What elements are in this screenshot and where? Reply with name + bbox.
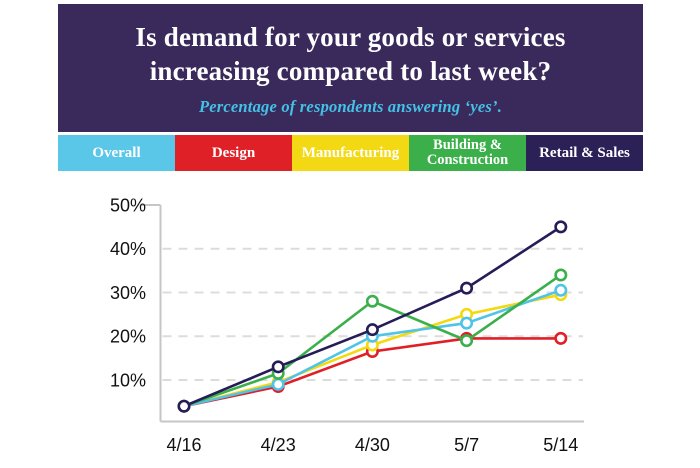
data-point-retail-sales-5-14 [554, 220, 568, 234]
y-tick-label-50: 50% [110, 196, 146, 216]
data-point-retail-sales-4-23 [271, 360, 285, 374]
chart-subtitle: Percentage of respondents answering ‘yes… [198, 96, 503, 116]
legend-bar: Overall Design Manufacturing Building & … [58, 135, 643, 171]
data-point-overall-5-14 [554, 283, 568, 297]
legend-item-overall: Overall [58, 135, 175, 171]
y-tick-label-10: 10% [110, 370, 146, 390]
data-point-retail-sales-4-30 [365, 323, 379, 337]
x-tick-label-4-23: 4/23 [261, 435, 296, 455]
x-tick-label-4-30: 4/30 [355, 435, 390, 455]
data-point-design-5-14 [554, 331, 568, 345]
x-tick-label-4-16: 4/16 [166, 435, 201, 455]
data-point-retail-sales-4-16 [177, 399, 191, 413]
legend-item-building-construction: Building & Construction [409, 135, 526, 171]
chart-title-line1: Is demand for your goods or services [135, 21, 566, 52]
data-point-overall-5-7 [460, 316, 474, 330]
data-point-retail-sales-5-7 [460, 281, 474, 295]
chart-title-line2: increasing compared to last week? [149, 55, 552, 86]
legend-item-manufacturing: Manufacturing [292, 135, 409, 171]
y-tick-label-40: 40% [110, 239, 146, 259]
legend-item-retail-sales: Retail & Sales [526, 135, 643, 171]
data-point-building-construction-5-14 [554, 268, 568, 282]
y-tick-label-30: 30% [110, 283, 146, 303]
x-tick-label-5-7: 5/7 [454, 435, 479, 455]
header-panel: Is demand for your goods or services inc… [58, 4, 643, 132]
data-point-building-construction-4-30 [365, 294, 379, 308]
y-tick-label-20: 20% [110, 327, 146, 347]
data-point-overall-4-23 [271, 377, 285, 391]
data-point-building-construction-5-7 [460, 334, 474, 348]
legend-item-design: Design [175, 135, 292, 171]
x-tick-label-5-14: 5/14 [543, 435, 578, 455]
